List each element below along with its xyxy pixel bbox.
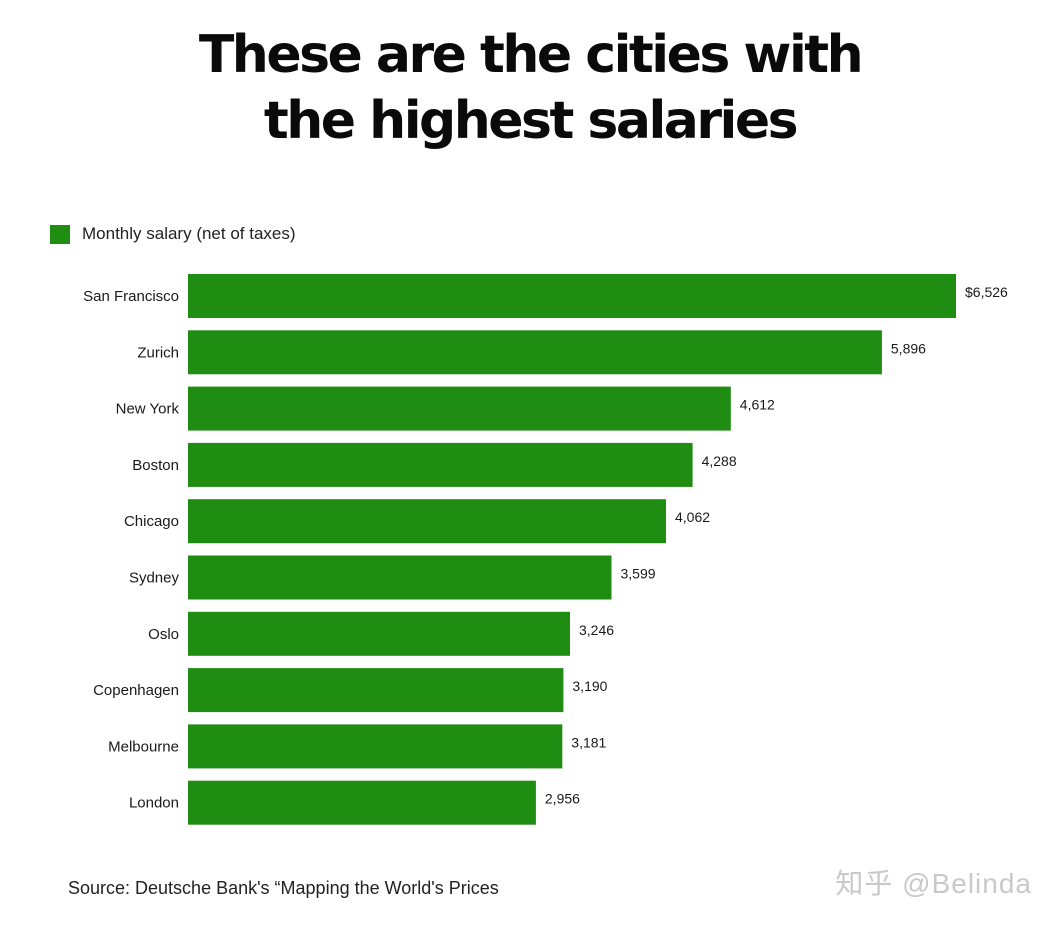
category-label: Sydney xyxy=(129,570,180,587)
category-label: Zurich xyxy=(137,344,179,361)
chart-title: These are the cities with the highest sa… xyxy=(0,22,1060,154)
watermark: 知乎 @Belinda xyxy=(835,868,1032,899)
bar xyxy=(188,274,956,318)
value-label: 3,246 xyxy=(579,622,614,638)
title-line-2: the highest salaries xyxy=(263,91,799,151)
source-note: Source: Deutsche Bank's “Mapping the Wor… xyxy=(68,878,499,898)
legend-swatch xyxy=(50,224,70,244)
bar xyxy=(188,442,693,487)
category-label: Boston xyxy=(132,457,179,474)
title-line-1: These are the cities with xyxy=(198,25,864,85)
bar xyxy=(188,386,731,431)
legend-label: Monthly salary (net of taxes) xyxy=(82,224,296,243)
value-label: 4,612 xyxy=(740,397,775,413)
value-label: 4,288 xyxy=(702,453,737,469)
category-label: New York xyxy=(116,401,180,418)
value-label: 3,190 xyxy=(572,678,607,694)
value-label: 2,956 xyxy=(545,791,580,807)
value-label: 4,062 xyxy=(675,509,710,525)
category-label: London xyxy=(129,795,179,812)
legend: Monthly salary (net of taxes) xyxy=(50,222,296,246)
category-label: Oslo xyxy=(148,626,179,643)
bar xyxy=(188,330,882,375)
bar xyxy=(188,724,563,769)
category-label: Melbourne xyxy=(108,738,179,755)
bar xyxy=(188,555,612,600)
category-label: Chicago xyxy=(124,513,179,530)
category-label: Copenhagen xyxy=(93,682,179,699)
value-label: $6,526 xyxy=(965,284,1008,300)
bar xyxy=(188,611,570,656)
bar xyxy=(188,499,666,544)
value-label: 3,599 xyxy=(621,566,656,582)
bar xyxy=(188,668,564,713)
value-label: 3,181 xyxy=(571,734,606,750)
bar xyxy=(188,780,536,825)
category-label: San Francisco xyxy=(83,288,179,305)
value-label: 5,896 xyxy=(891,340,926,356)
